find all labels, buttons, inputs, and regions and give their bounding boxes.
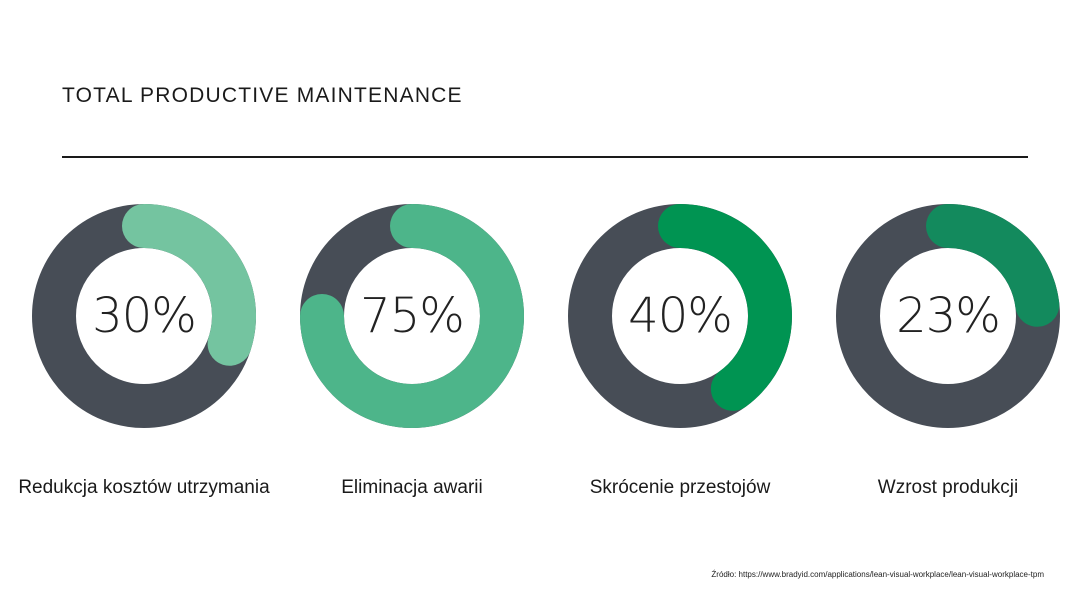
donut-chart-maintenance-cost: 30% bbox=[32, 204, 256, 428]
donut-svg bbox=[568, 204, 792, 428]
donut-value-arc bbox=[122, 204, 256, 366]
title-divider bbox=[62, 156, 1028, 158]
source-note: Źródło: https://www.bradyid.com/applicat… bbox=[711, 570, 1044, 579]
donut-svg bbox=[836, 204, 1060, 428]
donut-svg bbox=[300, 204, 524, 428]
donut-value-arc bbox=[926, 204, 1060, 327]
donut-svg bbox=[32, 204, 256, 428]
percentage-value: 75% bbox=[360, 288, 465, 344]
donut-label-production-growth: Wzrost produkcji bbox=[877, 477, 1019, 498]
percentage-value: 23% bbox=[896, 288, 1001, 344]
page-title: TOTAL PRODUCTIVE MAINTENANCE bbox=[62, 84, 463, 107]
donut-value-arc bbox=[300, 204, 524, 428]
donut-value-arc bbox=[658, 204, 792, 411]
donut-chart-failure-elimination: 75% bbox=[300, 204, 524, 428]
donut-label-maintenance-cost: Redukcja kosztów utrzymania bbox=[18, 477, 270, 498]
donut-label-downtime-reduction: Skrócenie przestojów bbox=[589, 477, 771, 498]
donut-label-failure-elimination: Eliminacja awarii bbox=[341, 477, 483, 498]
percentage-value: 30% bbox=[92, 288, 197, 344]
percentage-value: 40% bbox=[628, 288, 733, 344]
donut-chart-production-growth: 23% bbox=[836, 204, 1060, 428]
donut-chart-downtime-reduction: 40% bbox=[568, 204, 792, 428]
